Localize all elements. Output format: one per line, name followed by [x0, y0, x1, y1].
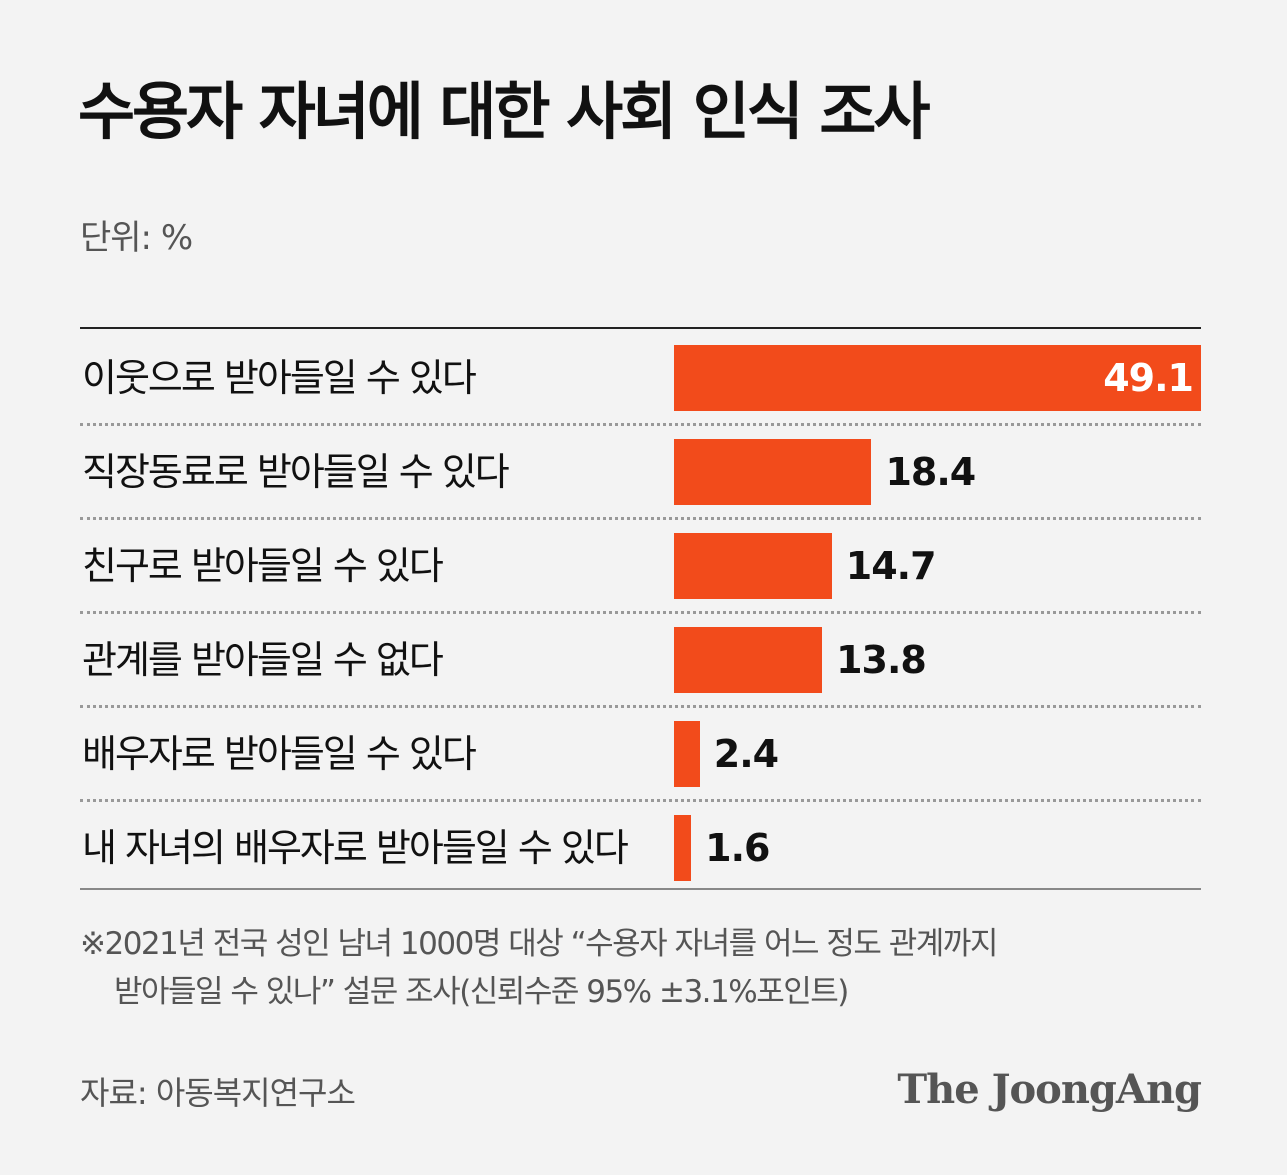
chart-title: 수용자 자녀에 대한 사회 인식 조사: [78, 75, 930, 148]
bar-row: 이웃으로 받아들일 수 있다 49.1: [80, 331, 1201, 426]
row-divider: [80, 705, 1201, 708]
bar-row: 관계를 받아들일 수 없다 13.8: [80, 613, 1201, 708]
bottom-rule: [80, 888, 1201, 890]
category-label: 내 자녀의 배우자로 받아들일 수 있다: [82, 826, 629, 870]
category-label: 관계를 받아들일 수 없다: [82, 638, 444, 682]
bar: [674, 439, 872, 505]
bar: [674, 627, 823, 693]
bar-value-label: 49.1: [1103, 356, 1194, 400]
row-divider: [80, 423, 1201, 426]
survey-note: ※2021년 전국 성인 남녀 1000명 대상 “수용자 자녀를 어느 정도 …: [80, 920, 1201, 1016]
category-label: 친구로 받아들일 수 있다: [82, 544, 444, 588]
bar: [674, 815, 692, 881]
bar-row: 직장동료로 받아들일 수 있다 18.4: [80, 425, 1201, 520]
category-label: 이웃으로 받아들일 수 있다: [82, 356, 477, 400]
survey-note-line2: 받아들일 수 있나” 설문 조사(신뢰수준 95% ±3.1%포인트): [114, 974, 849, 1010]
bar-row: 친구로 받아들일 수 있다 14.7: [80, 519, 1201, 614]
bar-value-label: 2.4: [713, 732, 779, 776]
bar: [674, 533, 832, 599]
row-divider: [80, 611, 1201, 614]
unit-label: 단위: %: [80, 218, 193, 258]
bar: [674, 721, 700, 787]
row-divider: [80, 799, 1201, 802]
top-rule: [80, 327, 1201, 329]
publisher-logo: The JoongAng: [897, 1066, 1202, 1113]
bar: [674, 345, 1201, 411]
row-divider: [80, 517, 1201, 520]
bar-value-label: 1.6: [705, 826, 770, 870]
survey-note-line1: ※2021년 전국 성인 남녀 1000명 대상 “수용자 자녀를 어느 정도 …: [80, 926, 998, 962]
bar-row: 배우자로 받아들일 수 있다 2.4: [80, 707, 1201, 802]
bar-value-label: 13.8: [836, 638, 927, 682]
category-label: 배우자로 받아들일 수 있다: [82, 732, 477, 776]
bar-value-label: 18.4: [885, 450, 976, 494]
bar-value-label: 14.7: [845, 544, 937, 588]
source-label: 자료: 아동복지연구소: [80, 1074, 356, 1112]
bar-row: 내 자녀의 배우자로 받아들일 수 있다 1.6: [80, 801, 1201, 895]
category-label: 직장동료로 받아들일 수 있다: [82, 450, 510, 494]
